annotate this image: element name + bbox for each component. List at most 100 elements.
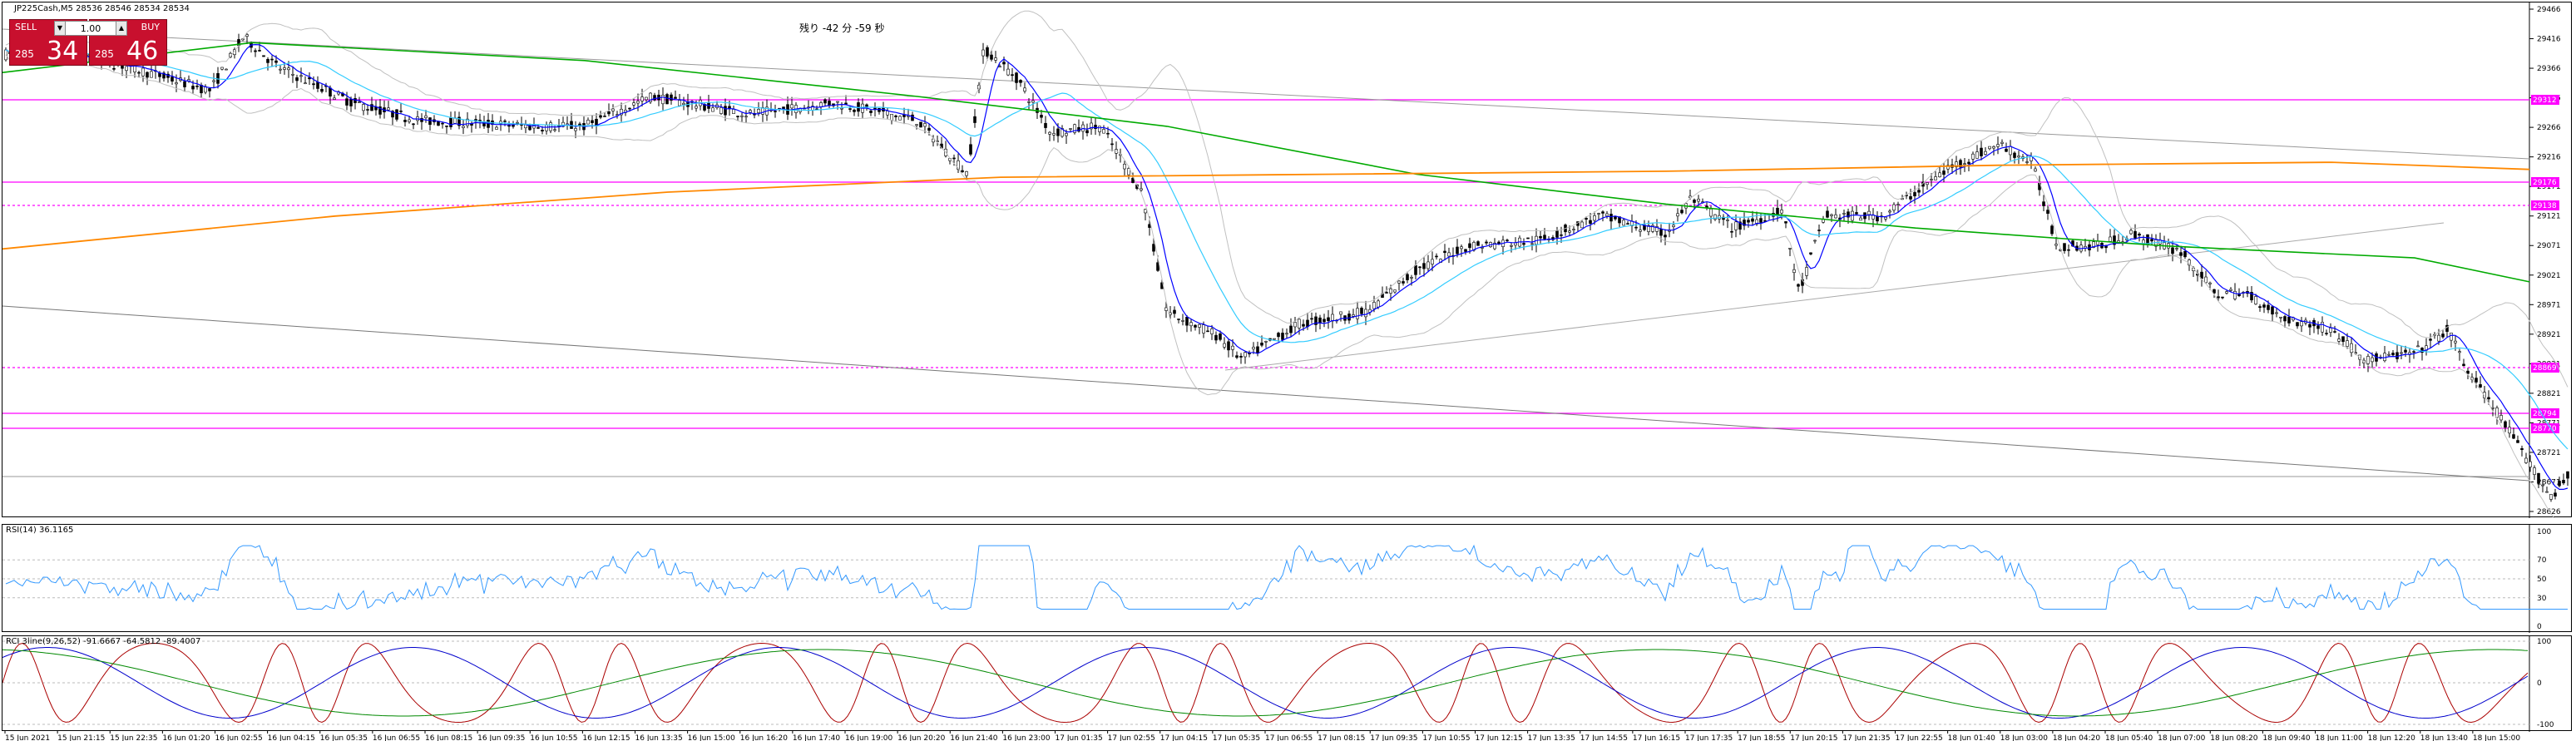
candle-body: [441, 122, 444, 125]
buy-label: BUY: [141, 22, 160, 32]
time-tick-label: 16 Jun 12:15: [582, 734, 630, 741]
trendline-upper: [2, 28, 2530, 160]
candle-body: [1988, 146, 1991, 150]
time-tick-label: 16 Jun 15:00: [688, 734, 735, 741]
candle-body: [1406, 274, 1409, 280]
candle-body: [1443, 250, 1446, 254]
candle-body: [1992, 146, 1995, 149]
candle-body: [1709, 209, 1713, 217]
price-tick-label: 28671: [2537, 478, 2561, 487]
candle-body: [449, 117, 452, 127]
moving-average-mid: [5, 49, 2569, 450]
candle-body: [1593, 215, 1596, 221]
candle-body: [1356, 308, 1359, 319]
candle-body: [1597, 213, 1600, 215]
lot-decrease-button[interactable]: ▼: [54, 21, 66, 36]
candle-body: [1664, 235, 1667, 238]
candle-body: [790, 104, 794, 109]
price-tick-label: 29121: [2537, 213, 2561, 221]
candle-body: [2254, 296, 2257, 304]
candle-body: [1231, 345, 1234, 350]
candle-body: [1252, 347, 1255, 350]
time-tick-label: 18 Jun 12:20: [2368, 734, 2415, 741]
candle-body: [2267, 304, 2270, 310]
candle-body: [1164, 307, 1168, 311]
candle-body: [2541, 484, 2544, 487]
candle-body: [1435, 255, 1438, 258]
candle-body: [262, 55, 265, 57]
candle-body: [823, 99, 827, 104]
rci-long-line: [2, 649, 2529, 717]
price-level-badge: [2531, 95, 2559, 105]
lot-size-input[interactable]: 1.00: [66, 21, 116, 36]
price-tick-label: 29171: [2537, 183, 2561, 191]
candle-body: [1339, 311, 1342, 315]
candle-body: [1734, 221, 1738, 230]
lot-increase-button[interactable]: ▲: [116, 21, 127, 36]
candle-body: [1302, 324, 1305, 327]
candle-body: [2213, 289, 2216, 294]
sell-price-pips: 34: [47, 37, 79, 66]
candle-body: [1364, 309, 1367, 318]
candle-body: [2200, 271, 2203, 279]
sell-price-prefix: 285: [15, 48, 34, 60]
candle-body: [2092, 241, 2095, 248]
candle-body: [1730, 230, 1733, 233]
candle-body: [1177, 319, 1180, 320]
price-chart-panel[interactable]: 2946629416293662931629266292162917129121…: [2, 2, 2572, 518]
candle-body: [1323, 319, 1326, 323]
candle-body: [304, 82, 307, 85]
candle-body: [2217, 296, 2220, 299]
time-tick-label: 17 Jun 20:15: [1790, 734, 1837, 741]
time-tick-label: 16 Jun 21:40: [950, 734, 997, 741]
time-axis: 15 Jun 2021 15 Jun 21:15 15 Jun 22:35 16 Ju…: [4, 731, 2520, 741]
candle-body: [229, 52, 232, 57]
candle-body: [665, 94, 669, 105]
rsi-indicator-panel[interactable]: 100 70 50 30 0 RSI(14) 36.1165: [2, 524, 2572, 633]
candle-body: [1747, 220, 1750, 223]
candle-body: [1817, 230, 1821, 231]
candle-body: [1202, 324, 1205, 333]
candle-body: [354, 98, 357, 103]
time-tick-label: 16 Jun 08:15: [425, 734, 472, 741]
rci-indicator-panel[interactable]: 100 0 -100 RCI 3line(9,26,52) -91.6667 -64…: [2, 635, 2572, 732]
rci-tick-label: 100: [2537, 638, 2551, 646]
time-tick-label: 16 Jun 05:35: [320, 734, 368, 741]
candle-body: [1826, 210, 1829, 218]
candle-body: [2109, 236, 2112, 242]
candle-body: [279, 68, 282, 71]
candle-body: [2346, 340, 2349, 347]
time-tick-label: 16 Jun 09:35: [477, 734, 525, 741]
buy-price-prefix: 285: [95, 48, 114, 60]
candle-body: [2341, 336, 2345, 343]
candle-body: [2566, 471, 2569, 479]
candle-body: [2050, 225, 2054, 235]
candle-body: [586, 119, 590, 125]
candle-body: [640, 96, 644, 101]
candle-body: [2208, 282, 2212, 284]
candle-body: [225, 68, 228, 71]
candle-body: [653, 95, 656, 101]
candle-body: [1027, 101, 1031, 103]
candle-body: [2133, 230, 2137, 239]
candle-body: [1040, 115, 1043, 118]
candle-body: [1476, 241, 1480, 246]
time-tick-label: 17 Jun 12:15: [1476, 734, 1523, 741]
candle-body: [1385, 292, 1388, 294]
candle-body: [2450, 333, 2453, 341]
candle-body: [932, 138, 935, 143]
candle-body: [2142, 240, 2145, 244]
rci-short-line: [2, 642, 2529, 724]
candle-body: [2262, 304, 2266, 308]
candle-body: [1713, 214, 1717, 220]
candle-body: [387, 107, 390, 111]
candle-body: [2366, 356, 2370, 364]
candle-body: [1019, 80, 1022, 83]
candle-body: [1614, 216, 1617, 220]
candle-body: [171, 77, 174, 82]
sell-label: SELL: [15, 22, 37, 32]
candle-body: [1023, 87, 1026, 91]
candle-body: [183, 81, 186, 87]
candle-body: [408, 119, 411, 122]
candle-body: [927, 127, 931, 131]
